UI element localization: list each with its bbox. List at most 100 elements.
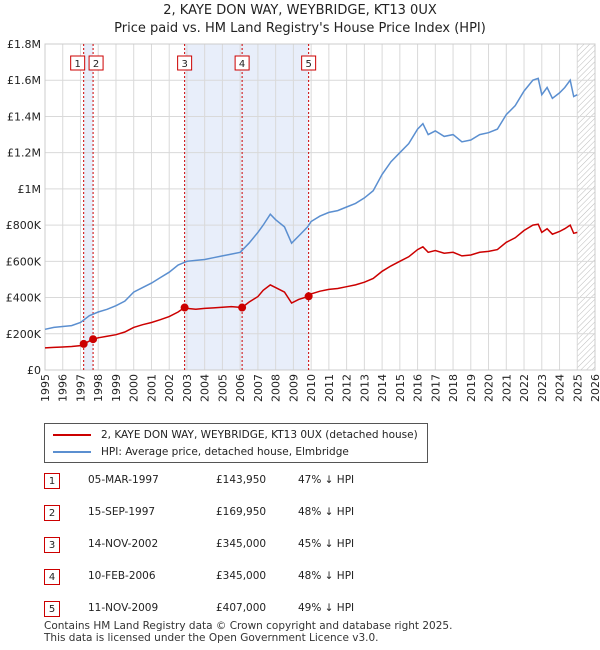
x-tick-label: 2015	[394, 374, 407, 402]
table-row: 2 15-SEP-1997 £169,950 48% ↓ HPI	[44, 504, 444, 522]
legend-item-property: 2, KAYE DON WAY, WEYBRIDGE, KT13 0UX (de…	[53, 427, 418, 443]
sale-box-label-4: 4	[239, 59, 245, 70]
x-tick-label: 2024	[554, 374, 567, 402]
x-tick-label: 2010	[305, 374, 318, 402]
chart-title: 2, KAYE DON WAY, WEYBRIDGE, KT13 0UX	[163, 3, 437, 18]
sale-point-5	[304, 292, 313, 301]
transaction-marker-3: 3	[44, 537, 60, 553]
table-row: 4 10-FEB-2006 £345,000 48% ↓ HPI	[44, 568, 444, 586]
transaction-price: £345,000	[216, 538, 267, 550]
x-tick-label: 2006	[234, 374, 247, 402]
forecast-region	[577, 44, 595, 370]
sale-box-2	[88, 55, 104, 71]
sale-box-1	[70, 55, 86, 71]
transaction-price: £345,000	[216, 570, 267, 582]
transaction-date: 05-MAR-1997	[88, 474, 159, 486]
plot-area	[45, 44, 595, 370]
ownership-band	[184, 44, 309, 370]
x-tick-label: 2009	[287, 374, 300, 402]
sale-point-1	[79, 339, 88, 348]
x-tick-label: 2011	[323, 374, 336, 402]
x-tick-label: 2021	[500, 374, 513, 402]
y-tick-label: £1M	[18, 183, 42, 196]
x-tick-label: 2014	[376, 374, 389, 402]
sale-point-3	[180, 303, 189, 312]
legend-swatch-property	[53, 434, 91, 436]
x-tick-label: 2004	[199, 374, 212, 402]
sale-box-label-3: 3	[181, 59, 187, 70]
transaction-hpi-diff: 48% ↓ HPI	[298, 506, 355, 518]
x-tick-label: 2025	[571, 374, 584, 402]
footer-license: This data is licensed under the Open Gov…	[44, 632, 379, 644]
x-tick-label: 2020	[483, 374, 496, 402]
y-tick-label: £0	[27, 364, 41, 377]
table-row: 5 11-NOV-2009 £407,000 49% ↓ HPI	[44, 600, 444, 618]
property-series-line	[44, 223, 578, 349]
x-tick-label: 1996	[57, 374, 70, 402]
sale-box-label-2: 2	[93, 59, 99, 70]
x-tick-label: 1999	[110, 374, 123, 402]
sale-box-5	[301, 55, 317, 71]
x-tick-label: 2003	[181, 374, 194, 402]
transaction-date: 11-NOV-2009	[88, 602, 159, 614]
transaction-date: 15-SEP-1997	[88, 506, 156, 518]
x-tick-label: 2017	[429, 374, 442, 402]
price-chart: £0 £200K £400K £600K £800K £1M £1.2M £1.4M £1.6M…	[6, 38, 600, 402]
ownership-band	[83, 44, 94, 370]
y-tick-label: £1.6M	[7, 74, 41, 87]
x-tick-label: 2026	[589, 374, 600, 402]
x-tick-label: 2016	[412, 374, 425, 402]
x-tick-label: 2023	[536, 374, 549, 402]
sale-point-2	[89, 335, 98, 344]
x-tick-label: 2019	[465, 374, 478, 402]
y-tick-label: £1.4M	[7, 110, 41, 123]
transaction-hpi-diff: 47% ↓ HPI	[298, 474, 355, 486]
hpi-series-line	[44, 77, 578, 331]
transaction-marker-4: 4	[44, 569, 60, 585]
x-tick-label: 2005	[216, 374, 229, 402]
transaction-hpi-diff: 45% ↓ HPI	[298, 538, 355, 550]
x-tick-label: 2007	[252, 374, 265, 402]
transaction-price: £169,950	[216, 506, 267, 518]
x-tick-label: 1995	[39, 374, 52, 402]
sale-box-4	[234, 55, 250, 71]
table-row: 3 14-NOV-2002 £345,000 45% ↓ HPI	[44, 536, 444, 554]
transaction-marker-1: 1	[44, 473, 60, 489]
footer-copyright: Contains HM Land Registry data © Crown c…	[44, 620, 453, 632]
legend-item-hpi: HPI: Average price, detached house, Elmb…	[53, 444, 349, 460]
legend-label-property: 2, KAYE DON WAY, WEYBRIDGE, KT13 0UX (de…	[101, 429, 418, 441]
sale-point-4	[238, 303, 247, 312]
x-tick-label: 2018	[447, 374, 460, 402]
sale-box-label-5: 5	[305, 59, 311, 70]
x-tick-label: 2008	[270, 374, 283, 402]
y-tick-label: £600K	[6, 255, 42, 268]
x-tick-label: 2012	[341, 374, 354, 402]
y-tick-label: £800K	[6, 219, 42, 232]
x-tick-label: 1998	[92, 374, 105, 402]
transaction-price: £143,950	[216, 474, 267, 486]
chart-subtitle: Price paid vs. HM Land Registry's House …	[114, 21, 486, 36]
legend-swatch-hpi	[53, 451, 91, 453]
transaction-hpi-diff: 48% ↓ HPI	[298, 570, 355, 582]
y-tick-label: £200K	[6, 328, 42, 341]
sale-box-label-1: 1	[74, 59, 80, 70]
transaction-marker-5: 5	[44, 601, 60, 617]
x-tick-label: 2022	[518, 374, 531, 402]
y-tick-label: £1.8M	[7, 38, 41, 51]
transaction-hpi-diff: 49% ↓ HPI	[298, 602, 355, 614]
y-tick-label: £1.2M	[7, 147, 41, 160]
transaction-date: 14-NOV-2002	[88, 538, 159, 550]
chart-legend: 2, KAYE DON WAY, WEYBRIDGE, KT13 0UX (de…	[44, 423, 428, 463]
legend-label-hpi: HPI: Average price, detached house, Elmb…	[101, 446, 349, 458]
y-tick-label: £400K	[6, 292, 42, 305]
transaction-date: 10-FEB-2006	[88, 570, 156, 582]
x-tick-label: 2001	[145, 374, 158, 402]
transaction-price: £407,000	[216, 602, 267, 614]
sale-box-3	[177, 55, 193, 71]
transaction-marker-2: 2	[44, 505, 60, 521]
table-row: 1 05-MAR-1997 £143,950 47% ↓ HPI	[44, 472, 444, 490]
x-tick-label: 2000	[128, 374, 141, 402]
x-tick-label: 2013	[358, 374, 371, 402]
x-tick-label: 2002	[163, 374, 176, 402]
x-tick-label: 1997	[74, 374, 87, 402]
